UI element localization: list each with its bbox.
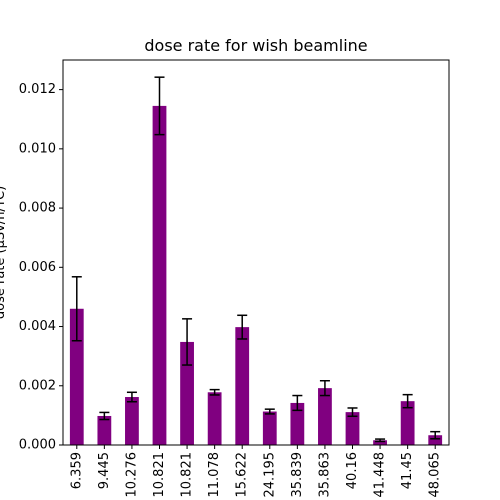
- x-axis: 6.359 9.445 10.276 10.821 10.821 11.078 15.622…: [69, 445, 443, 498]
- bar-9: [318, 388, 332, 445]
- y-tick-label-5: 0.010: [19, 141, 56, 156]
- plot-frame: [62, 59, 450, 446]
- x-tick-label-5: 11.078: [207, 452, 222, 498]
- bars-group: [69, 105, 443, 446]
- bar-1: [97, 415, 112, 445]
- error-bar-4: [182, 318, 193, 366]
- x-tick-label-11: 41.448: [373, 452, 388, 498]
- error-bar-10: [347, 407, 358, 418]
- x-tick-label-0: 6.359: [69, 452, 84, 489]
- bar-2: [125, 397, 139, 445]
- error-bar-13: [430, 430, 441, 440]
- x-tick-label-4: 10.821: [180, 452, 195, 498]
- bar-7: [262, 411, 277, 445]
- error-bar-5: [209, 388, 220, 396]
- x-tick-label-10: 40.16: [345, 452, 360, 489]
- x-tick-label-6: 15.622: [235, 452, 250, 498]
- bar-4: [180, 341, 194, 445]
- y-axis: 0.000 0.002 0.004 0.006 0.008 0.010 0.012: [19, 82, 63, 453]
- y-tick-label-4: 0.008: [19, 201, 56, 216]
- error-bars-group: [71, 76, 441, 443]
- x-tick-label-7: 24.195: [262, 452, 277, 498]
- bar-13: [428, 435, 443, 445]
- error-bar-3: [154, 76, 165, 136]
- y-tick-label-3: 0.006: [19, 260, 56, 275]
- error-bar-0: [71, 276, 82, 342]
- bar-10: [345, 412, 360, 445]
- error-bar-12: [402, 393, 413, 409]
- bar-12: [400, 401, 415, 445]
- y-tick-label-0: 0.000: [19, 438, 56, 453]
- x-tick-label-2: 10.276: [124, 452, 139, 498]
- error-bar-1: [99, 411, 110, 421]
- x-tick-label-3: 10.821: [152, 452, 167, 498]
- y-tick-label-6: 0.012: [19, 82, 56, 97]
- x-tick-label-13: 48.065: [428, 452, 443, 498]
- y-tick-label-2: 0.004: [19, 319, 56, 334]
- error-bar-8: [292, 394, 303, 412]
- bar-11: [373, 440, 387, 445]
- error-bar-6: [237, 314, 248, 340]
- chart-title: dose rate for wish beamline: [144, 36, 367, 55]
- bar-0: [69, 308, 84, 445]
- error-bar-2: [126, 391, 137, 403]
- x-tick-label-12: 41.45: [400, 452, 415, 489]
- error-bar-7: [264, 408, 275, 415]
- x-tick-label-9: 35.863: [317, 452, 332, 498]
- bar-8: [290, 402, 305, 445]
- error-bar-11: [375, 438, 386, 443]
- y-axis-label: dose rate (μSv/h/TC): [0, 186, 8, 319]
- bar-5: [207, 392, 222, 445]
- y-tick-label-1: 0.002: [19, 378, 56, 393]
- error-bar-9: [319, 379, 330, 397]
- x-tick-label-1: 9.445: [97, 452, 112, 489]
- x-tick-label-8: 35.839: [290, 452, 305, 498]
- bar-3: [152, 105, 167, 446]
- bar-6: [235, 327, 250, 445]
